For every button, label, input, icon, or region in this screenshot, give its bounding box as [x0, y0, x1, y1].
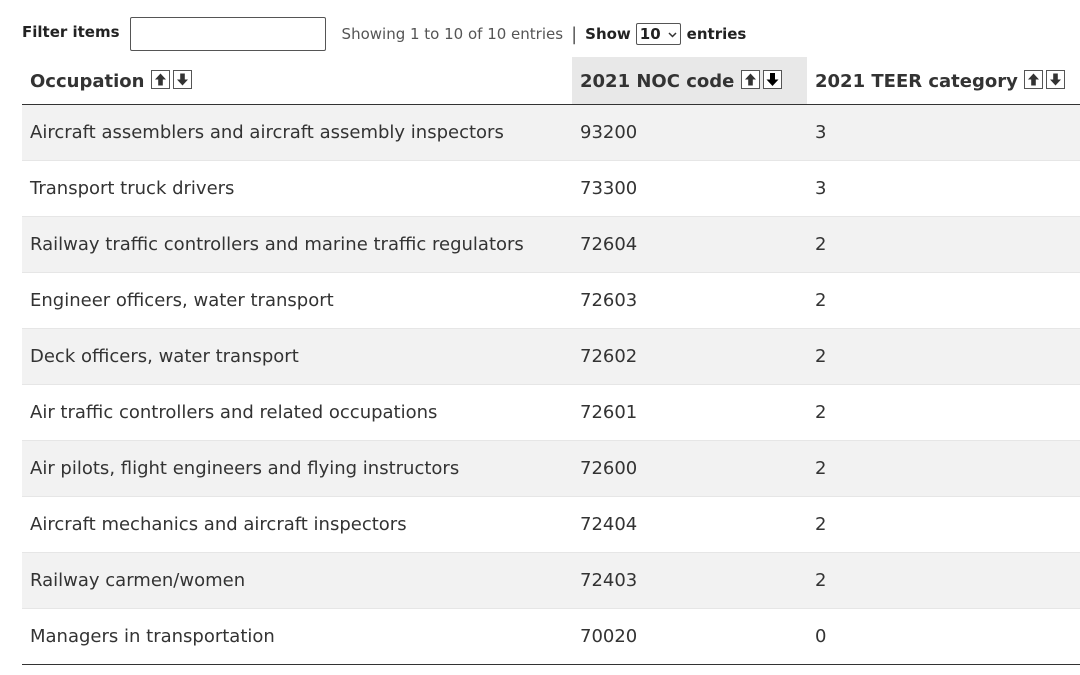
table-toolbar: Filter items Showing 1 to 10 of 10 entri… — [22, 14, 1080, 54]
table-row: Transport truck drivers 73300 3 — [22, 160, 1080, 217]
table-row: Railway carmen/women 72403 2 — [22, 552, 1080, 609]
noc-code-cell: 72603 — [572, 272, 807, 329]
toolbar-separator: | — [571, 23, 578, 45]
column-header-label: Occupation — [30, 70, 145, 92]
column-header-label: 2021 TEER category — [815, 70, 1018, 92]
entries-label: entries — [686, 25, 747, 43]
occupation-cell: Deck officers, water transport — [22, 328, 572, 385]
noc-code-cell: 70020 — [572, 608, 807, 665]
occupation-cell: Aircraft assemblers and aircraft assembl… — [22, 104, 572, 161]
occupation-cell: Aircraft mechanics and aircraft inspecto… — [22, 496, 572, 553]
teer-category-cell: 2 — [807, 552, 1080, 609]
teer-category-cell: 2 — [807, 440, 1080, 497]
noc-code-cell: 73300 — [572, 160, 807, 217]
arrow-up-icon — [744, 73, 756, 85]
noc-code-cell: 72604 — [572, 216, 807, 273]
teer-category-cell: 2 — [807, 216, 1080, 273]
column-header-occupation: Occupation — [22, 57, 572, 105]
arrow-down-icon — [1050, 73, 1062, 85]
column-header-teer-category: 2021 TEER category — [807, 57, 1080, 105]
arrow-down-icon — [176, 73, 188, 85]
noc-code-cell: 72602 — [572, 328, 807, 385]
column-header-noc-code: 2021 NOC code — [572, 57, 807, 105]
sort-descending-button[interactable] — [172, 69, 192, 89]
sort-ascending-button[interactable] — [150, 69, 170, 89]
filter-input[interactable] — [129, 17, 326, 51]
occupation-cell: Air traffic controllers and related occu… — [22, 384, 572, 441]
table-row: Deck officers, water transport 72602 2 — [22, 328, 1080, 385]
table-row: Managers in transportation 70020 0 — [22, 608, 1080, 665]
teer-category-cell: 2 — [807, 328, 1080, 385]
occupation-cell: Railway traffic controllers and marine t… — [22, 216, 572, 273]
teer-category-cell: 3 — [807, 160, 1080, 217]
entries-per-page-value: 10 — [639, 25, 661, 43]
table-row: Air traffic controllers and related occu… — [22, 384, 1080, 441]
teer-category-cell: 0 — [807, 608, 1080, 665]
noc-code-cell: 72403 — [572, 552, 807, 609]
sort-ascending-button[interactable] — [1024, 69, 1044, 89]
arrow-up-icon — [154, 73, 166, 85]
noc-code-cell: 72601 — [572, 384, 807, 441]
occupation-cell: Railway carmen/women — [22, 552, 572, 609]
occupation-cell: Air pilots, flight engineers and flying … — [22, 440, 572, 497]
teer-category-cell: 2 — [807, 272, 1080, 329]
table-row: Engineer officers, water transport 72603… — [22, 272, 1080, 329]
table-row: Aircraft assemblers and aircraft assembl… — [22, 104, 1080, 161]
table-row: Aircraft mechanics and aircraft inspecto… — [22, 496, 1080, 553]
filter-label: Filter items — [22, 23, 120, 41]
noc-code-cell: 72404 — [572, 496, 807, 553]
occupation-cell: Transport truck drivers — [22, 160, 572, 217]
arrow-up-icon — [1028, 73, 1040, 85]
arrow-down-icon — [766, 72, 779, 86]
sort-ascending-button[interactable] — [740, 69, 760, 89]
noc-code-cell: 72600 — [572, 440, 807, 497]
occupations-table: Occupation 2021 NOC code 2021 TEER categ… — [22, 57, 1080, 665]
table-row: Railway traffic controllers and marine t… — [22, 216, 1080, 273]
occupation-cell: Engineer officers, water transport — [22, 272, 572, 329]
showing-entries-text: Showing 1 to 10 of 10 entries — [341, 25, 564, 43]
entries-per-page-select[interactable]: 10 — [635, 23, 681, 45]
teer-category-cell: 2 — [807, 496, 1080, 553]
noc-code-cell: 93200 — [572, 104, 807, 161]
column-header-label: 2021 NOC code — [580, 70, 735, 92]
table-header-row: Occupation 2021 NOC code 2021 TEER categ… — [22, 57, 1080, 105]
occupation-cell: Managers in transportation — [22, 608, 572, 665]
teer-category-cell: 2 — [807, 384, 1080, 441]
chevron-down-icon — [668, 30, 677, 41]
show-label: Show — [585, 25, 631, 43]
sort-descending-button[interactable] — [1046, 69, 1066, 89]
sort-descending-button-active[interactable] — [762, 69, 782, 89]
teer-category-cell: 3 — [807, 104, 1080, 161]
table-row: Air pilots, flight engineers and flying … — [22, 440, 1080, 497]
